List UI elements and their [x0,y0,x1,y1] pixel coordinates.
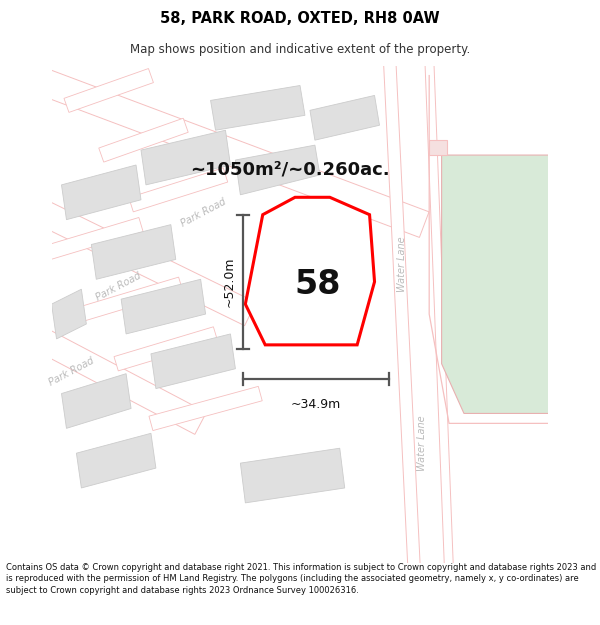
Polygon shape [245,198,374,345]
Polygon shape [383,56,421,572]
Bar [429,140,446,155]
Text: Map shows position and indicative extent of the property.: Map shows position and indicative extent… [130,42,470,56]
Polygon shape [64,69,154,112]
Polygon shape [310,96,380,140]
Text: Contains OS data © Crown copyright and database right 2021. This information is : Contains OS data © Crown copyright and d… [6,562,596,595]
Polygon shape [40,217,143,262]
Polygon shape [235,145,320,195]
Polygon shape [346,237,368,258]
Polygon shape [211,86,305,130]
Polygon shape [52,289,86,339]
Polygon shape [241,448,345,503]
Polygon shape [99,118,188,162]
Polygon shape [121,279,206,334]
Text: ~34.9m: ~34.9m [291,398,341,411]
Text: Park Road: Park Road [47,355,95,388]
Text: 58, PARK ROAD, OXTED, RH8 0AW: 58, PARK ROAD, OXTED, RH8 0AW [160,11,440,26]
Polygon shape [21,193,256,326]
Text: Water Lane: Water Lane [397,236,407,292]
Polygon shape [114,327,218,371]
Text: ~1050m²/~0.260ac.: ~1050m²/~0.260ac. [190,161,390,179]
Polygon shape [61,165,141,219]
Polygon shape [91,224,176,279]
Polygon shape [22,62,429,238]
Text: Park Road: Park Road [179,196,227,228]
Polygon shape [79,277,183,321]
Polygon shape [61,374,131,428]
Text: 58: 58 [294,268,341,301]
Text: ~52.0m: ~52.0m [223,256,235,307]
Polygon shape [6,313,206,434]
Polygon shape [425,56,454,572]
Polygon shape [149,386,262,431]
Polygon shape [141,130,230,185]
Text: Water Lane: Water Lane [417,416,427,471]
Polygon shape [151,334,235,389]
Polygon shape [270,232,355,329]
Polygon shape [442,155,559,414]
Polygon shape [129,168,228,212]
Text: Park Road: Park Road [94,271,143,302]
Polygon shape [76,433,156,488]
